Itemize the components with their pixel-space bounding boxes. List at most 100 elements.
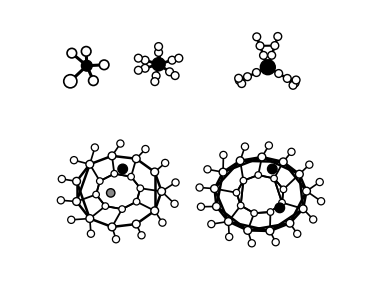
Circle shape xyxy=(142,146,149,153)
Circle shape xyxy=(128,173,134,180)
Circle shape xyxy=(151,207,159,215)
Circle shape xyxy=(226,233,233,240)
Circle shape xyxy=(141,64,149,72)
Circle shape xyxy=(171,72,179,79)
Circle shape xyxy=(197,203,205,210)
Circle shape xyxy=(235,74,243,82)
Circle shape xyxy=(243,73,251,81)
Circle shape xyxy=(162,159,169,167)
Circle shape xyxy=(279,199,285,206)
Circle shape xyxy=(212,203,220,210)
Circle shape xyxy=(151,78,159,85)
Circle shape xyxy=(253,33,261,41)
Circle shape xyxy=(99,60,109,70)
Circle shape xyxy=(220,151,227,159)
Circle shape xyxy=(57,197,64,204)
Circle shape xyxy=(204,166,211,173)
Circle shape xyxy=(289,82,297,89)
Circle shape xyxy=(73,198,80,205)
Circle shape xyxy=(241,143,249,150)
Circle shape xyxy=(132,220,140,228)
Circle shape xyxy=(211,185,218,193)
Circle shape xyxy=(280,186,287,193)
Circle shape xyxy=(303,187,310,195)
Circle shape xyxy=(240,177,247,184)
Circle shape xyxy=(155,43,163,50)
Circle shape xyxy=(93,191,100,198)
Circle shape xyxy=(233,189,240,196)
Circle shape xyxy=(244,226,252,234)
Circle shape xyxy=(256,42,264,50)
Circle shape xyxy=(89,76,98,85)
Circle shape xyxy=(113,236,120,243)
Circle shape xyxy=(107,189,115,197)
Circle shape xyxy=(279,158,287,166)
Circle shape xyxy=(252,69,260,76)
Circle shape xyxy=(71,156,78,164)
Circle shape xyxy=(134,54,142,62)
Circle shape xyxy=(102,203,109,209)
Circle shape xyxy=(119,206,125,212)
Circle shape xyxy=(132,155,140,162)
Circle shape xyxy=(294,230,301,237)
Circle shape xyxy=(255,172,261,178)
Circle shape xyxy=(141,56,149,64)
Circle shape xyxy=(271,175,278,182)
Circle shape xyxy=(133,198,140,205)
Circle shape xyxy=(225,218,232,225)
Circle shape xyxy=(274,33,282,40)
Circle shape xyxy=(111,170,118,177)
Circle shape xyxy=(299,205,307,213)
Circle shape xyxy=(251,210,258,217)
Circle shape xyxy=(138,232,145,239)
Circle shape xyxy=(272,239,279,246)
Circle shape xyxy=(86,160,94,168)
Circle shape xyxy=(258,153,266,161)
Circle shape xyxy=(134,66,142,74)
Circle shape xyxy=(219,168,227,176)
Circle shape xyxy=(238,80,246,88)
Circle shape xyxy=(316,178,323,186)
Circle shape xyxy=(82,60,92,71)
Circle shape xyxy=(318,198,325,205)
Circle shape xyxy=(67,48,76,58)
Circle shape xyxy=(266,227,274,235)
Circle shape xyxy=(168,56,176,64)
Circle shape xyxy=(268,51,276,59)
Circle shape xyxy=(158,188,165,195)
Circle shape xyxy=(86,215,94,222)
Circle shape xyxy=(68,216,75,223)
Circle shape xyxy=(175,54,183,62)
Circle shape xyxy=(64,75,77,88)
Circle shape xyxy=(117,140,124,147)
Circle shape xyxy=(137,185,143,191)
Circle shape xyxy=(208,220,215,228)
Circle shape xyxy=(248,240,255,247)
Circle shape xyxy=(310,216,317,223)
Circle shape xyxy=(171,200,178,207)
Circle shape xyxy=(275,203,285,213)
Circle shape xyxy=(275,70,283,77)
Circle shape xyxy=(96,178,103,185)
Circle shape xyxy=(58,175,65,183)
Circle shape xyxy=(271,42,279,50)
Circle shape xyxy=(296,170,303,178)
Circle shape xyxy=(166,68,174,76)
Circle shape xyxy=(152,72,160,80)
Circle shape xyxy=(172,179,179,186)
Circle shape xyxy=(265,142,272,149)
Circle shape xyxy=(118,164,127,174)
Circle shape xyxy=(260,60,275,75)
Circle shape xyxy=(291,79,299,87)
Circle shape xyxy=(159,219,166,226)
Circle shape xyxy=(238,202,244,209)
Circle shape xyxy=(292,76,300,84)
Circle shape xyxy=(306,161,313,168)
Circle shape xyxy=(108,223,116,231)
Circle shape xyxy=(283,75,291,82)
Circle shape xyxy=(236,157,244,165)
Circle shape xyxy=(236,77,243,84)
Circle shape xyxy=(267,164,277,174)
Circle shape xyxy=(286,219,294,227)
Circle shape xyxy=(260,52,267,59)
